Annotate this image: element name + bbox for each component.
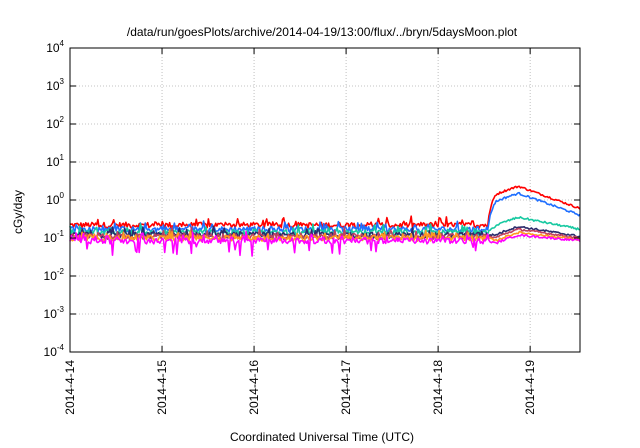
x-tick-label: 2014-4-16: [247, 360, 261, 415]
x-tick-label: 2014-4-15: [155, 360, 169, 415]
y-tick-label: 10-4: [44, 343, 65, 359]
series-line-7: [69, 230, 581, 257]
y-axis-label: cGy/day: [11, 190, 25, 234]
x-tick-label: 2014-4-17: [339, 360, 353, 415]
series-layer: [69, 185, 581, 257]
y-tick-label: 10-2: [44, 267, 65, 283]
x-axis-label: Coordinated Universal Time (UTC): [230, 430, 414, 444]
x-tick-label: 2014-4-19: [523, 360, 537, 415]
y-tick-label: 10-3: [44, 305, 65, 321]
chart-title: /data/run/goesPlots/archive/2014-04-19/1…: [127, 25, 518, 39]
series-line-5: [70, 226, 581, 241]
series-line-2: [69, 191, 581, 234]
y-tick-label: 103: [46, 77, 64, 93]
axis-layer: 10-4 10-3 10-2 10-1 100 101 102 103 104 2014-4-14…: [44, 39, 580, 415]
y-tick-label: 100: [46, 191, 64, 207]
x-tick-label: 2014-4-18: [431, 360, 445, 415]
y-tick-label: 104: [46, 39, 64, 55]
y-tick-label: 102: [46, 115, 64, 131]
grid-layer: [69, 48, 580, 352]
plot-frame: [69, 47, 581, 353]
y-tick-label: 10-1: [44, 229, 65, 245]
x-tick-label: 2014-4-14: [63, 360, 77, 415]
y-tick-label: 101: [46, 153, 64, 169]
series-line-1: [69, 185, 581, 229]
